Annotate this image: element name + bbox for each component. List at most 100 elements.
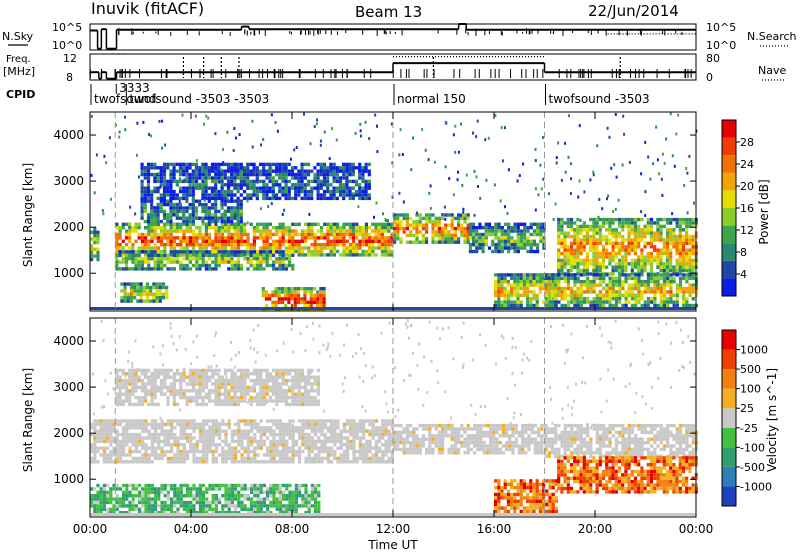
heatmap-cell	[320, 456, 324, 461]
heatmap-cell	[202, 422, 206, 427]
heatmap-cell	[188, 179, 192, 184]
heatmap-cell	[649, 258, 654, 263]
heatmap-speckle	[351, 172, 354, 176]
heatmap-cell	[240, 226, 244, 230]
heatmap-cell	[115, 226, 119, 230]
heatmap-cell	[608, 221, 612, 225]
heatmap-cell	[516, 297, 520, 301]
heatmap-cell	[290, 169, 295, 173]
heatmap-speckle	[150, 190, 153, 194]
heatmap-cell	[503, 232, 508, 237]
heatmap-cell	[348, 179, 352, 184]
heatmap-cell	[253, 419, 257, 423]
heatmap-cell	[90, 237, 94, 241]
heatmap-cell	[387, 449, 391, 454]
heatmap-cell	[243, 436, 247, 440]
heatmap-cell	[547, 276, 551, 280]
heatmap-cell	[519, 243, 524, 247]
heatmap-cell	[354, 179, 359, 184]
heatmap-cell	[163, 432, 167, 437]
heatmap-cell	[280, 297, 285, 301]
heatmap-cell	[536, 226, 540, 230]
heatmap-cell	[675, 290, 679, 294]
heatmap-cell	[230, 162, 234, 167]
heatmap-cell	[542, 246, 546, 250]
heatmap-cell	[355, 222, 359, 226]
heatmap-cell	[146, 199, 151, 203]
heatmap-cell	[246, 186, 250, 190]
heatmap-cell	[332, 232, 336, 237]
heatmap-cell	[665, 234, 670, 239]
heatmap-cell	[304, 419, 308, 423]
heatmap-cell	[586, 300, 590, 304]
heatmap-cell	[253, 446, 257, 450]
heatmap-speckle	[416, 211, 418, 215]
heatmap-cell	[298, 436, 302, 440]
heatmap-cell	[367, 169, 371, 173]
cpid-entry: 3333	[119, 81, 150, 95]
heatmap-cell	[624, 265, 628, 269]
heatmap-cell	[112, 439, 116, 444]
heatmap-cell	[179, 443, 183, 447]
heatmap-cell	[630, 268, 634, 273]
heatmap-cell	[242, 189, 247, 194]
heatmap-cell	[592, 276, 596, 280]
heatmap-cell	[329, 166, 333, 170]
heatmap-cell	[284, 186, 288, 190]
heatmap-cell	[320, 429, 324, 433]
heatmap-cell	[271, 176, 275, 180]
heatmap-cell	[262, 250, 266, 254]
heatmap-cell	[450, 226, 454, 231]
heatmap-cell	[118, 456, 122, 461]
heatmap-cell	[536, 229, 540, 233]
heatmap-cell	[143, 196, 147, 201]
heatmap-cell	[230, 166, 234, 170]
heatmap-cell	[352, 419, 356, 423]
heatmap-cell	[399, 423, 403, 428]
heatmap-cell	[605, 228, 609, 232]
heatmap-cell	[208, 436, 212, 440]
heatmap-cell	[688, 290, 692, 294]
heatmap-cell	[532, 232, 536, 237]
heatmap-cell	[268, 253, 272, 257]
heatmap-cell	[313, 243, 317, 247]
heatmap-cell	[313, 172, 317, 177]
heatmap-cell	[506, 283, 510, 287]
heatmap-cell	[681, 245, 686, 249]
heatmap-cell	[106, 422, 110, 427]
heatmap-cell	[653, 234, 657, 239]
heatmap-cell	[128, 236, 132, 240]
heatmap-cell	[122, 460, 126, 464]
heatmap-cell	[335, 179, 339, 184]
heatmap-cell	[259, 443, 263, 447]
heatmap-cell	[579, 286, 583, 291]
heatmap-cell	[214, 232, 218, 237]
heatmap-cell	[226, 209, 231, 214]
heatmap-cell	[154, 432, 158, 437]
heatmap-cell	[434, 240, 438, 244]
heatmap-cell	[381, 422, 385, 427]
heatmap-cell	[230, 253, 234, 257]
heatmap-cell	[368, 249, 372, 254]
heatmap-cell	[93, 443, 97, 447]
heatmap-cell	[249, 196, 253, 201]
heatmap-cell	[621, 221, 625, 225]
heatmap-speckle	[518, 174, 521, 177]
heatmap-cell	[141, 456, 145, 461]
heatmap-cell	[322, 183, 327, 187]
heatmap-cell	[681, 234, 686, 239]
heatmap-cell	[339, 456, 343, 461]
heatmap-cell	[112, 436, 116, 440]
heatmap-cell	[685, 258, 689, 263]
heatmap-cell	[205, 456, 209, 461]
heatmap-cell	[310, 446, 314, 450]
heatmap-cell	[179, 267, 183, 271]
heatmap-cell	[624, 297, 628, 301]
heatmap-cell	[287, 169, 291, 173]
heatmap-cell	[333, 449, 337, 454]
heatmap-cell	[377, 229, 381, 233]
heatmap-cell	[563, 262, 567, 266]
heatmap-cell	[374, 236, 378, 240]
heatmap-cell	[115, 253, 119, 257]
heatmap-cell	[681, 268, 686, 273]
